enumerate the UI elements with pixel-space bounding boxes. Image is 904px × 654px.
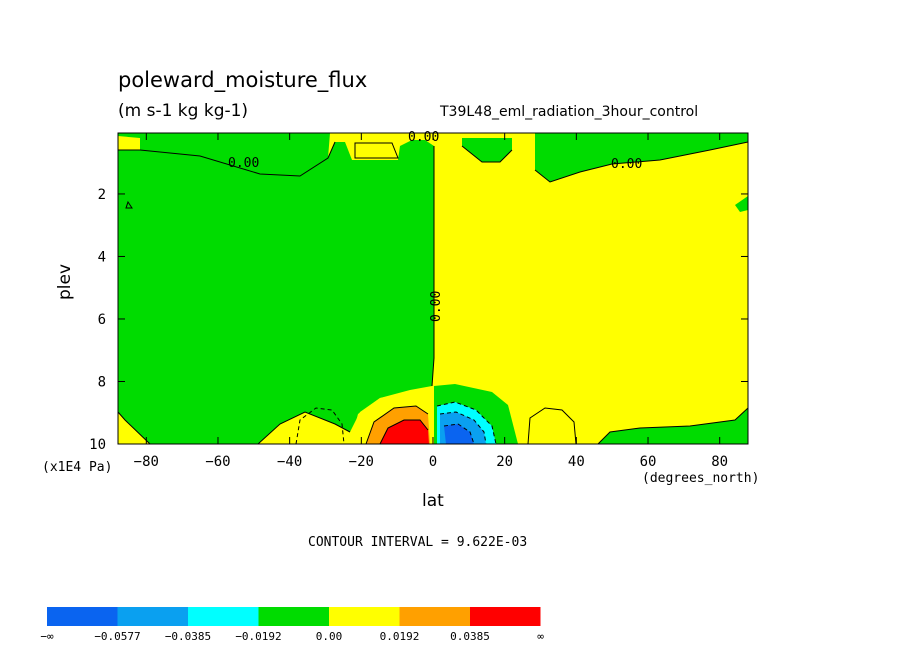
contour-label: 0.00: [429, 291, 444, 322]
positive-island-top: [355, 143, 398, 158]
y-tick-label: 8: [98, 374, 106, 390]
x-tick-label: −60: [205, 454, 230, 470]
x-tick-label: −20: [349, 454, 374, 470]
negative-region-north-bottom: [598, 408, 748, 444]
contour-label: 0.00: [611, 157, 642, 172]
colorbar-swatch: [329, 607, 400, 626]
y-axis-ticks: 2 4 6 8 10: [89, 187, 748, 453]
colorbar-label: 0.0192: [380, 630, 420, 643]
negative-blob-blue: [444, 424, 474, 444]
colorbar-label: 0.0385: [450, 630, 490, 643]
x-axis-units: (degrees_north): [642, 471, 760, 486]
negative-region-north-right: [735, 196, 748, 212]
x-tick-label: −80: [134, 454, 159, 470]
colorbar-swatch: [258, 607, 329, 626]
x-tick-label: 0: [429, 454, 437, 470]
colorbar-swatch: [117, 607, 188, 626]
colorbar-label: ∞: [537, 630, 544, 643]
colorbar-label: −∞: [40, 630, 54, 643]
contour-labels: 0.00 0.00 0.00 0.00: [228, 130, 642, 322]
x-axis-ticks: −80 −60 −40 −20 0 20 40 60 80: [134, 133, 728, 470]
colorbar-label: −0.0192: [235, 630, 281, 643]
colorbar-label: −0.0385: [165, 630, 211, 643]
y-tick-label: 6: [98, 312, 106, 328]
negative-region-south: [118, 133, 330, 176]
contour-lines: [117, 141, 749, 445]
colorbar-swatch: [188, 607, 259, 626]
colorbar-swatch: [399, 607, 470, 626]
contour-interval: CONTOUR INTERVAL = 9.622E-03: [308, 535, 528, 550]
x-tick-label: 60: [640, 454, 657, 470]
y-tick-label: 4: [98, 249, 106, 265]
contour-label: 0.00: [408, 130, 439, 145]
chart-units: (m s-1 kg kg-1): [118, 101, 249, 121]
colorbar-swatch: [470, 607, 541, 626]
colorbar: −∞ −0.0577 −0.0385 −0.0192 0.00 0.0192 0.0385 ∞: [40, 607, 544, 643]
x-tick-label: −40: [277, 454, 302, 470]
x-axis-label: lat: [422, 491, 444, 511]
colorbar-label: 0.00: [316, 630, 343, 643]
dashed-contour-lines: [295, 401, 497, 445]
colorbar-label: −0.0577: [94, 630, 140, 643]
y-tick-label: 2: [98, 187, 106, 203]
y-axis-units: (x1E4 Pa): [42, 460, 113, 475]
y-tick-label: 10: [89, 437, 106, 453]
contour-label: 0.00: [228, 156, 259, 171]
x-tick-label: 80: [711, 454, 728, 470]
y-axis-label: plev: [55, 263, 75, 300]
negative-region-south-body: [118, 140, 434, 444]
x-tick-label: 20: [496, 454, 513, 470]
x-tick-label: 40: [568, 454, 585, 470]
chart-title: poleward_moisture_flux: [118, 68, 368, 92]
colorbar-swatch: [47, 607, 118, 626]
run-name: T39L48_eml_radiation_3hour_control: [440, 104, 699, 120]
